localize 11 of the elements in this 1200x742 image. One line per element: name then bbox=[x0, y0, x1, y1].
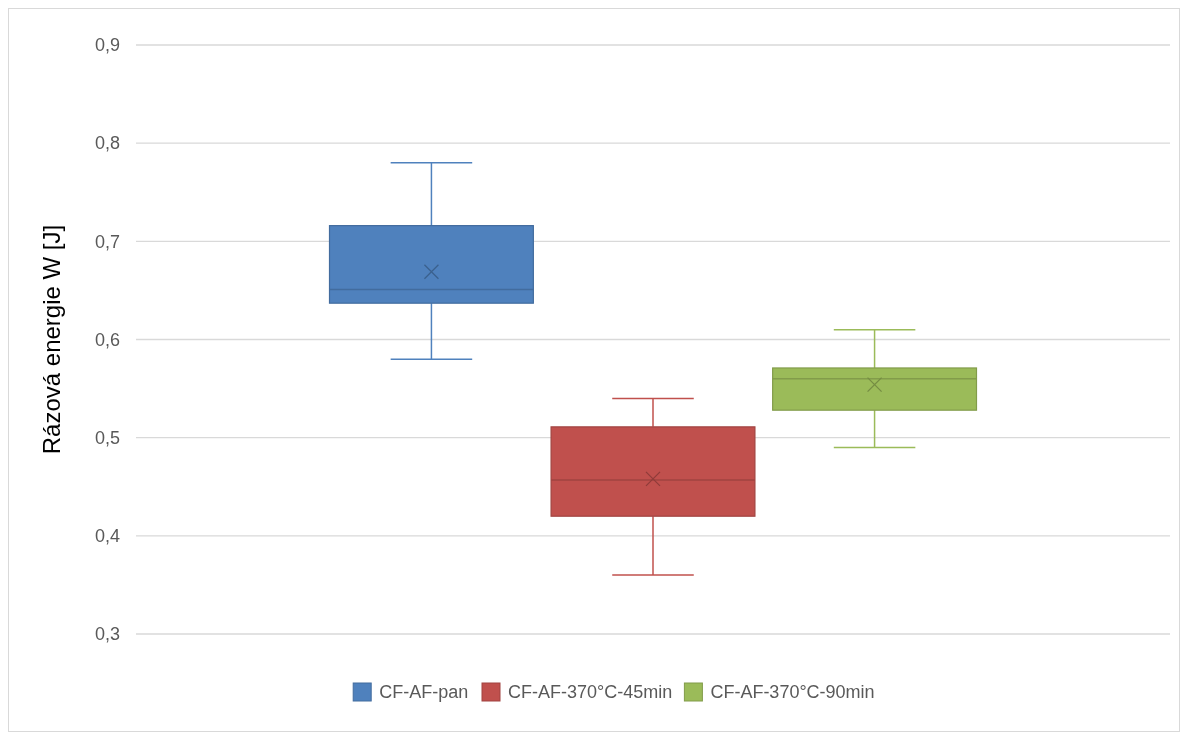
y-tick-label: 0,5 bbox=[94, 427, 120, 448]
y-tick-label: 0,9 bbox=[94, 35, 120, 56]
legend-label: CF-AF-pan bbox=[379, 682, 469, 703]
y-axis-title: Rázová energie W [J] bbox=[38, 224, 65, 455]
legend-label: CF-AF-370°C-45min bbox=[508, 682, 673, 703]
legend-label: CF-AF-370°C-90min bbox=[710, 682, 875, 703]
y-tick-label: 0,8 bbox=[94, 133, 120, 154]
y-tick-label: 0,7 bbox=[94, 231, 120, 252]
y-tick-label: 0,3 bbox=[94, 624, 120, 645]
y-tick-label: 0,6 bbox=[94, 329, 120, 350]
y-tick-label: 0,4 bbox=[94, 526, 120, 547]
